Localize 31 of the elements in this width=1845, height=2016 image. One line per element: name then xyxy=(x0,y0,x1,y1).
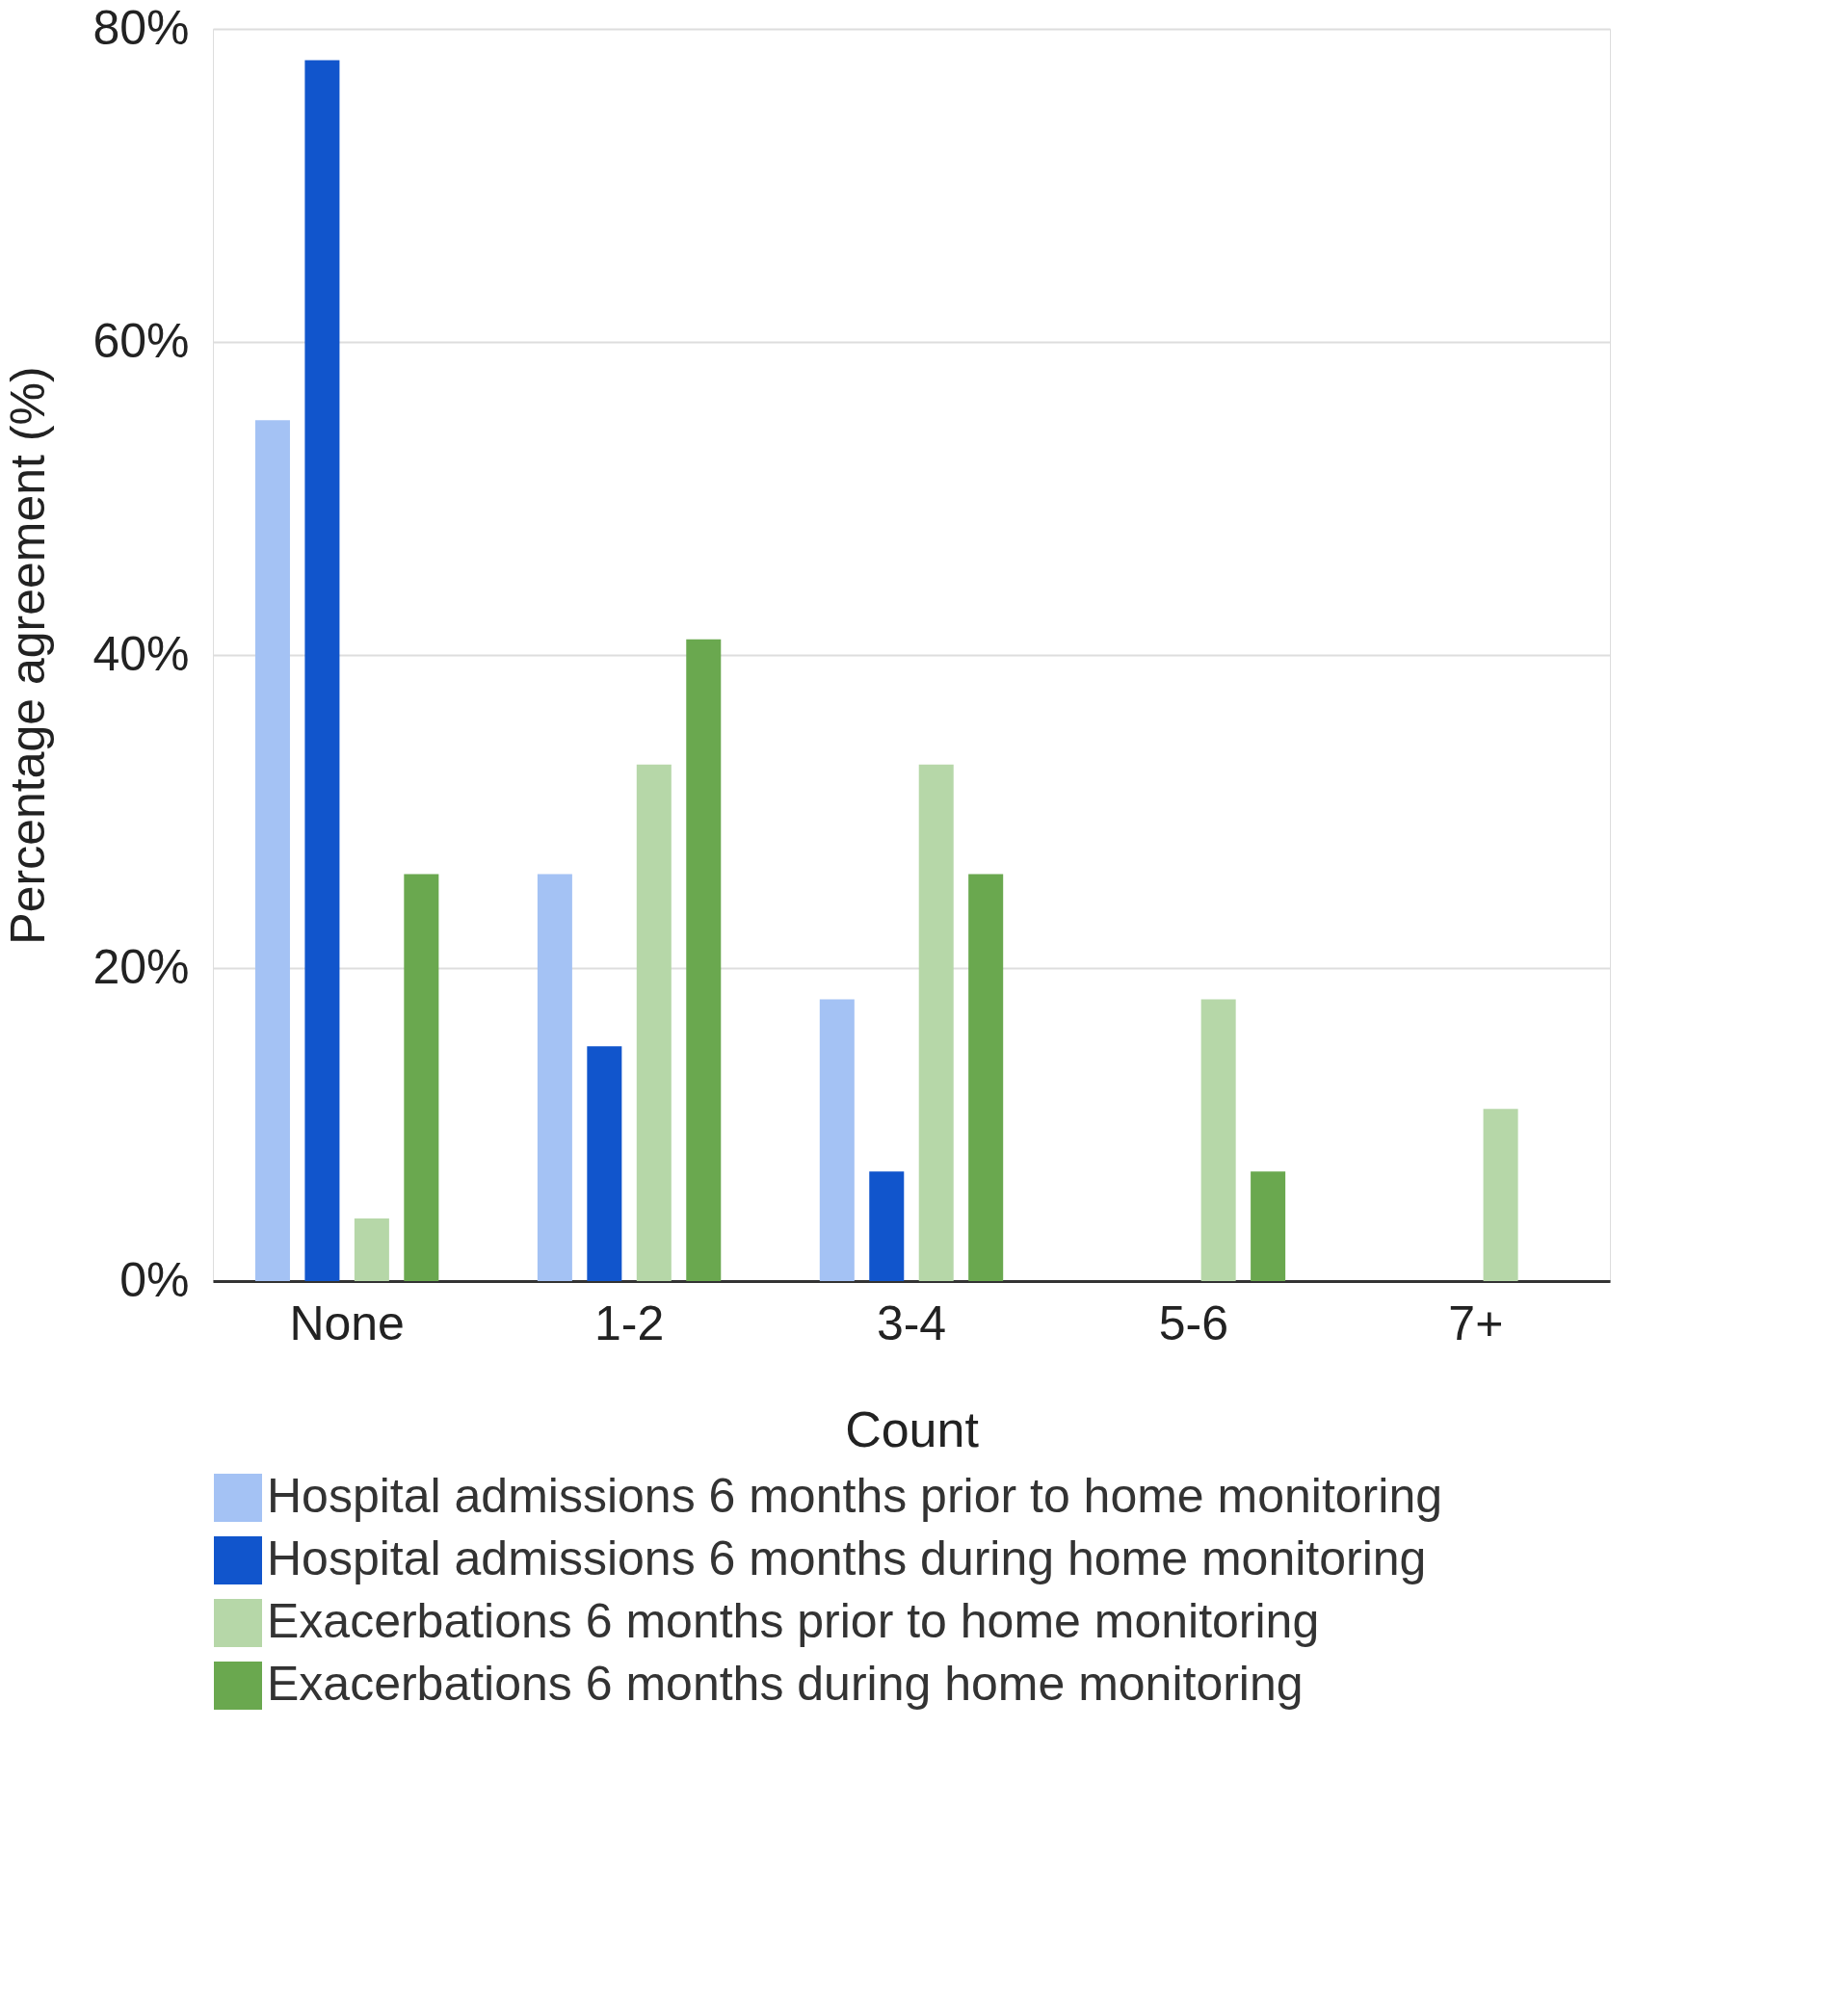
bar xyxy=(587,1046,622,1281)
bar xyxy=(636,764,672,1281)
bar xyxy=(254,420,290,1281)
legend-label: Hospital admissions 6 months during home monitoring xyxy=(267,1532,1427,1585)
x-tick-label: 5-6 xyxy=(1158,1296,1229,1350)
bar xyxy=(686,639,722,1281)
legend-label: Exacerbations 6 months prior to home monitoring xyxy=(267,1594,1320,1648)
bar xyxy=(304,60,340,1281)
legend-label: Exacerbations 6 months during home monitoring xyxy=(267,1657,1304,1711)
x-tick-label: 1-2 xyxy=(593,1296,665,1350)
bar xyxy=(918,764,954,1281)
bar xyxy=(819,999,855,1281)
y-axis-title: Percentage agreement (%) xyxy=(1,366,56,945)
y-tick-label: 40% xyxy=(92,626,190,681)
y-tick-label: 0% xyxy=(119,1252,190,1307)
x-tick-label: 7+ xyxy=(1448,1296,1504,1350)
bar xyxy=(1483,1109,1518,1281)
y-tick-label: 60% xyxy=(92,313,190,368)
y-tick-label: 80% xyxy=(92,0,190,55)
legend-label: Hospital admissions 6 months prior to home monitoring xyxy=(267,1469,1442,1523)
bar xyxy=(354,1218,389,1281)
bar xyxy=(1251,1171,1286,1281)
x-axis-title: Count xyxy=(845,1401,980,1457)
x-tick-label: None xyxy=(289,1296,405,1350)
bar xyxy=(869,1171,905,1281)
x-tick-label: 3-4 xyxy=(876,1296,947,1350)
bar xyxy=(404,874,439,1281)
bar xyxy=(968,874,1004,1281)
bar xyxy=(1200,999,1236,1281)
y-tick-label: 20% xyxy=(92,939,190,994)
bar xyxy=(537,874,572,1281)
